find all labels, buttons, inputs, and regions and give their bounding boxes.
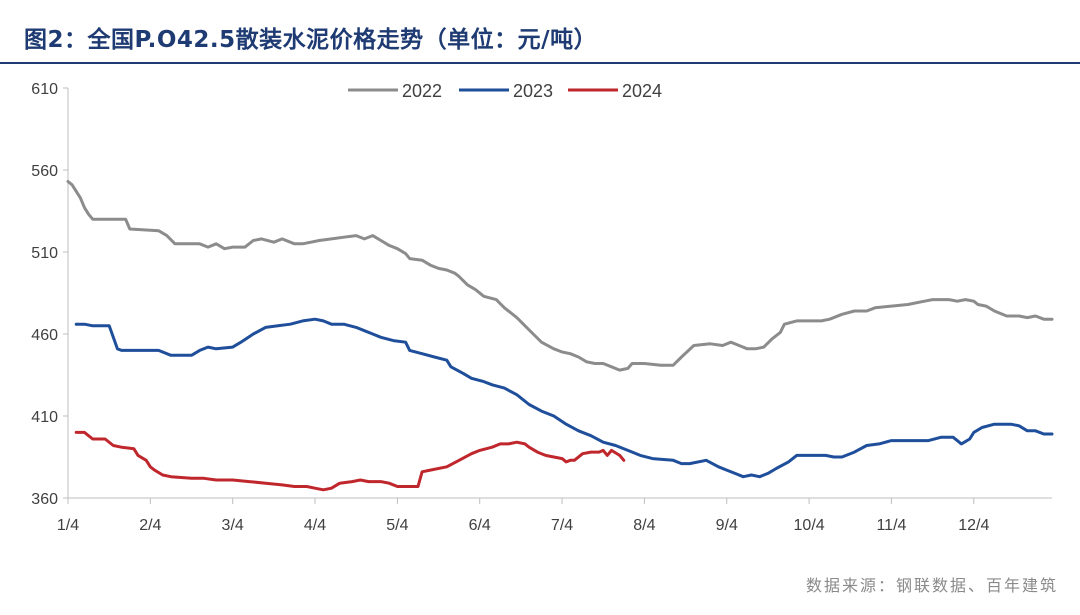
- series-line-2023: [74, 317, 1054, 479]
- series-line-2022: [66, 180, 1054, 372]
- x-tick-label: 5/4: [386, 517, 408, 534]
- y-tick-label: 560: [31, 163, 58, 180]
- legend-label-2022: 2022: [402, 81, 442, 101]
- x-tick-label: 12/4: [958, 517, 989, 534]
- legend-label-2023: 2023: [513, 81, 553, 101]
- x-tick-label: 7/4: [551, 517, 573, 534]
- x-tick-label: 9/4: [716, 517, 738, 534]
- y-tick-label: 410: [31, 409, 58, 426]
- legend-label-2024: 2024: [622, 81, 662, 101]
- data-source-note: 数据来源：钢联数据、百年建筑: [805, 576, 1058, 595]
- y-tick-label: 510: [31, 245, 58, 262]
- title-underline: [0, 62, 1080, 64]
- legend: 2022 2023 2024: [348, 81, 662, 101]
- y-tick-label: 460: [31, 327, 58, 344]
- series-line-2024: [74, 430, 626, 492]
- x-tick-label: 4/4: [304, 517, 326, 534]
- chart-title: 图2：全国P.O42.5散装水泥价格走势（单位：元/吨）: [24, 27, 598, 53]
- y-tick-label: 360: [31, 491, 58, 508]
- x-tick-label: 10/4: [794, 517, 825, 534]
- x-tick-label: 3/4: [222, 517, 244, 534]
- x-tick-label: 2/4: [139, 517, 161, 534]
- series-lines: [66, 180, 1054, 492]
- axes: 360 410 460 510 560 610 1/4 2/4 3/4 4/4 5/4 6/4 7/4 8…: [31, 81, 1052, 534]
- y-tick-label: 610: [31, 81, 58, 98]
- x-tick-label: 1/4: [57, 517, 79, 534]
- x-tick-label: 6/4: [469, 517, 491, 534]
- x-tick-label: 11/4: [876, 517, 906, 534]
- x-tick-label: 8/4: [633, 517, 655, 534]
